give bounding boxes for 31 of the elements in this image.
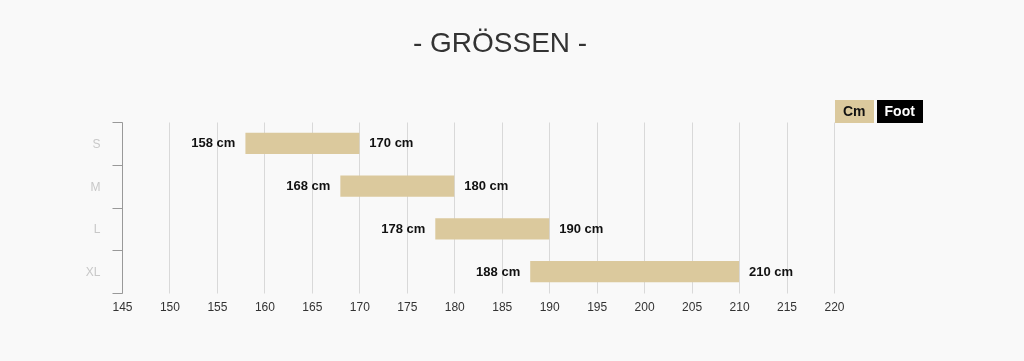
x-tick-label: 205	[682, 299, 703, 314]
text: Cm	[835, 100, 874, 123]
x-tick-label: 210	[729, 299, 750, 314]
x-tick-label: 220	[824, 299, 845, 314]
annotation: 188 cm	[476, 263, 521, 279]
x-tick-label: 180	[444, 299, 466, 314]
x-tick-label: 155	[207, 299, 228, 314]
text: Foot	[876, 100, 923, 123]
x-tick-label: 200	[634, 299, 655, 314]
x-tick-label: 190	[539, 299, 561, 314]
annotation: 170 cm	[369, 135, 414, 151]
bar	[340, 175, 455, 197]
x-tick-label: 160	[254, 299, 276, 314]
annotation: 158 cm	[191, 135, 236, 151]
bar	[435, 218, 550, 240]
x-tick-label: 170	[349, 299, 371, 314]
annotation: 210 cm	[749, 263, 794, 279]
x-tick-label: 185	[492, 299, 513, 314]
annotation: 168 cm	[286, 178, 331, 194]
annotation: 190 cm	[559, 220, 604, 236]
x-tick-label: 145	[112, 299, 133, 314]
bar	[245, 132, 360, 155]
chart-title: - GRÖSSEN -	[412, 27, 588, 58]
annotation: 178 cm	[381, 220, 426, 236]
x-tick-label: 150	[159, 299, 181, 314]
x-tick-label: 215	[777, 299, 798, 314]
x-tick-label: 165	[302, 299, 323, 314]
x-tick-label: 175	[397, 299, 418, 314]
bar	[530, 260, 740, 283]
annotation: 180 cm	[464, 178, 509, 194]
x-tick-label: 195	[587, 299, 608, 314]
